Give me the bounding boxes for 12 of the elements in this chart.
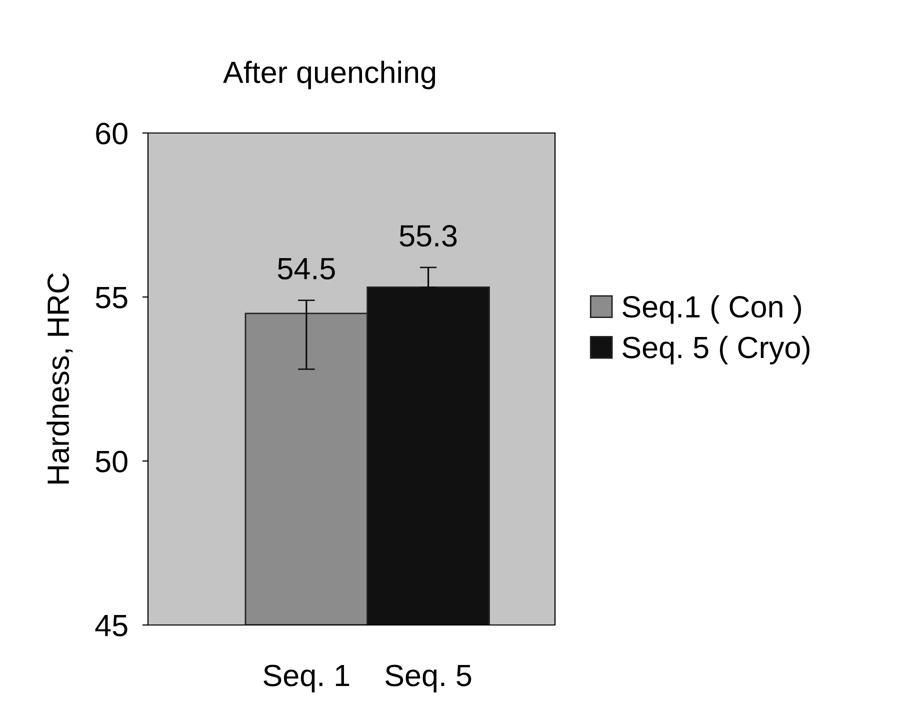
x-tick-label: Seq. 1 (264, 664, 350, 692)
y-tick-label: 60 (96, 122, 128, 144)
chart-title: After quenching (223, 60, 436, 90)
x-tick-label: Seq. 5 (385, 664, 472, 692)
y-tick-label: 55 (96, 287, 128, 308)
data-label: 54.5 (278, 258, 335, 280)
data-label: 55.3 (400, 225, 457, 247)
y-tick-label: 50 (96, 450, 128, 472)
y-axis-title: Hardness, HRC (46, 273, 73, 484)
legend-label: Seq. 5 ( Cryo) (622, 336, 810, 364)
y-tick-label: 45 (95, 615, 128, 636)
legend-label: Seq.1 ( Con ) (622, 295, 802, 324)
